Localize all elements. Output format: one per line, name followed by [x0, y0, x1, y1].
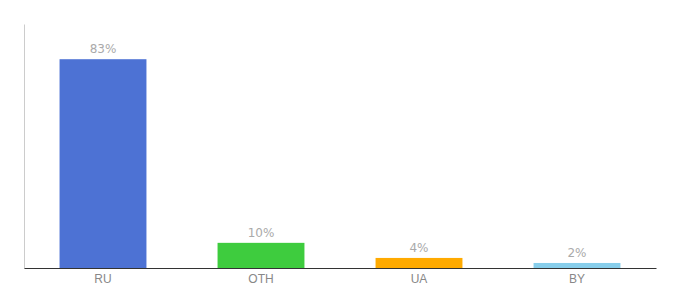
x-tick: UA — [411, 272, 428, 286]
x-tick-label: UA — [411, 272, 428, 286]
x-axis: RU OTH UA BY — [25, 269, 657, 286]
y-axis — [24, 25, 25, 269]
x-tick-label: RU — [94, 272, 111, 286]
data-label: 10% — [248, 226, 275, 240]
y-axis-line — [24, 25, 25, 269]
data-label: 2% — [567, 246, 586, 260]
data-label: 4% — [409, 241, 428, 255]
x-tick: BY — [569, 272, 585, 286]
x-tick-label: BY — [569, 272, 585, 286]
x-tick: RU — [94, 272, 111, 286]
x-tick: OTH — [248, 272, 273, 286]
bar — [534, 263, 621, 268]
bar — [376, 258, 463, 268]
x-axis-line — [25, 268, 657, 269]
chart: RU OTH UA BY 83% 10% 4% 2% — [0, 0, 680, 300]
bar — [60, 59, 147, 268]
data-labels: 83% 10% 4% 2% — [90, 42, 587, 260]
bar — [218, 243, 305, 268]
x-tick-label: OTH — [248, 272, 273, 286]
bars — [60, 59, 621, 268]
data-label: 83% — [90, 42, 117, 56]
plot: RU OTH UA BY 83% 10% 4% 2% — [25, 25, 657, 286]
